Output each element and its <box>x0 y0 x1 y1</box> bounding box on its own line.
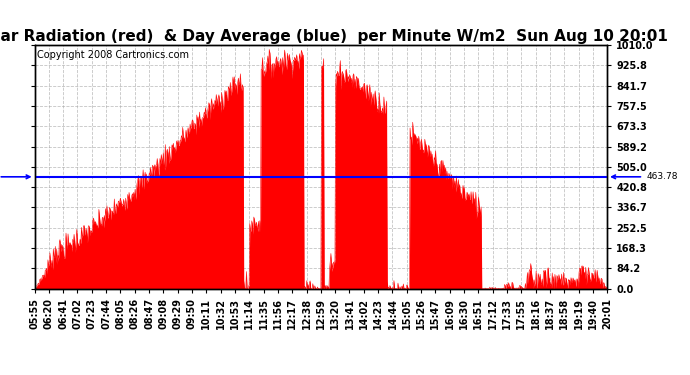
Text: 463.78: 463.78 <box>612 172 678 182</box>
Title: Solar Radiation (red)  & Day Average (blue)  per Minute W/m2  Sun Aug 10 20:01: Solar Radiation (red) & Day Average (blu… <box>0 29 668 44</box>
Text: Copyright 2008 Cartronics.com: Copyright 2008 Cartronics.com <box>37 50 189 60</box>
Text: 463.78: 463.78 <box>0 172 30 182</box>
